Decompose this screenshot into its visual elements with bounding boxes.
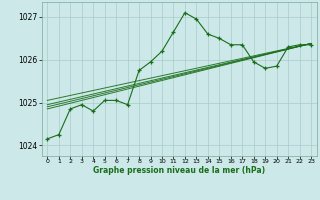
X-axis label: Graphe pression niveau de la mer (hPa): Graphe pression niveau de la mer (hPa) xyxy=(93,166,265,175)
